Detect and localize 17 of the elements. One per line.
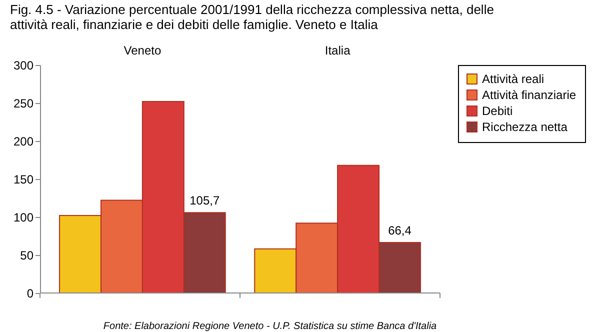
- y-tick-label: 300: [13, 58, 34, 72]
- source-note: Fonte: Elaborazioni Regione Veneto - U.P. Statistica su stime Banca d'Italia: [103, 321, 438, 332]
- y-tick-label: 100: [13, 210, 34, 224]
- legend-label: Debiti: [482, 104, 513, 118]
- x-tick-label: Italia: [324, 44, 351, 58]
- y-tick-label: 50: [20, 248, 34, 262]
- legend-label: Ricchezza netta: [482, 120, 568, 134]
- y-tick-label: 0: [26, 286, 34, 300]
- legend-label: Attività finanziarie: [482, 88, 576, 102]
- y-tick-label: 150: [13, 172, 34, 186]
- y-tick-label: 200: [13, 134, 34, 148]
- legend-label: Attività reali: [482, 72, 544, 86]
- data-label: 105,7: [190, 194, 220, 208]
- x-tick-label: Veneto: [124, 44, 162, 58]
- y-tick-label: 250: [13, 96, 34, 110]
- data-label: 66,4: [388, 224, 412, 238]
- chart-title: Fig. 4.5 - Variazione percentuale 2001/1991 della ricchezza complessiva netta, delle attività reali, finanziarie e dei debiti delle famiglie. Veneto e Italia: [10, 2, 494, 32]
